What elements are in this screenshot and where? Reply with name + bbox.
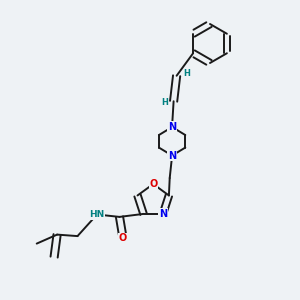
- Text: N: N: [168, 151, 176, 160]
- Text: O: O: [149, 179, 157, 189]
- Text: H: H: [161, 98, 168, 107]
- Text: HN: HN: [89, 210, 105, 219]
- Text: H: H: [183, 69, 190, 78]
- Text: N: N: [168, 122, 176, 132]
- Text: O: O: [119, 233, 127, 244]
- Text: N: N: [159, 209, 167, 219]
